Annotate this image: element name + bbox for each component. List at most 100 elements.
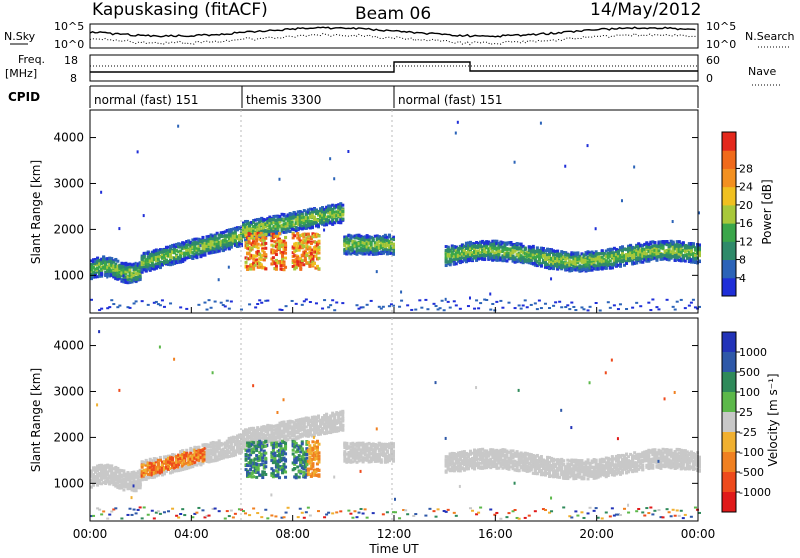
freq-tick-low: 8	[70, 72, 77, 85]
echo-cell	[475, 299, 478, 301]
echo-cell	[285, 305, 288, 307]
echo-cell	[479, 302, 482, 304]
echo-cell	[245, 261, 248, 264]
echo-cell	[308, 265, 311, 268]
nsky-tick-low: 10^0	[54, 38, 84, 51]
echo-cell	[455, 132, 457, 135]
echo-cell	[655, 259, 658, 262]
echo-cell	[298, 249, 301, 252]
echo-cell	[100, 273, 103, 276]
echo-cell	[530, 304, 533, 306]
echo-cell	[179, 306, 182, 308]
echo-cell	[248, 237, 251, 240]
nsearch-tick-high: 10^5	[706, 20, 736, 33]
echo-cell	[609, 307, 612, 309]
echo-cell	[255, 235, 258, 238]
echo-cell	[302, 236, 305, 239]
echo-cell	[135, 262, 137, 265]
echo-cell	[110, 464, 113, 467]
velocity-data-cells	[90, 330, 701, 520]
echo-cell	[333, 309, 336, 311]
echo-cell	[122, 488, 125, 491]
echo-cell	[309, 301, 312, 303]
echo-cell	[587, 144, 589, 147]
echo-cell	[295, 266, 298, 269]
echo-cell	[418, 299, 421, 301]
echo-cell	[550, 277, 552, 280]
echo-cell	[485, 299, 488, 301]
echo-cell	[284, 266, 287, 269]
colorbar-swatch	[722, 241, 736, 260]
echo-cell	[311, 258, 314, 261]
echo-cell	[317, 257, 320, 260]
echo-cell	[382, 306, 385, 308]
echo-cell	[651, 298, 654, 300]
echo-cell	[273, 240, 276, 243]
nave-tick-low: 0	[706, 72, 713, 85]
echo-cell	[625, 308, 628, 310]
echo-cell	[558, 301, 561, 303]
echo-cell	[453, 300, 456, 302]
echo-cell	[317, 234, 320, 237]
echo-cell	[534, 302, 537, 304]
echo-cell	[254, 242, 257, 245]
echo-cell	[317, 240, 320, 243]
freq-tick-high: 18	[64, 54, 78, 67]
echo-cell	[118, 389, 120, 392]
echo-cell	[639, 305, 642, 307]
echo-cell	[589, 306, 592, 308]
echo-cell	[619, 265, 622, 268]
echo-cell	[441, 300, 444, 302]
echo-cell	[524, 247, 527, 250]
echo-cell	[279, 264, 282, 267]
echo-cell	[264, 247, 267, 250]
echo-cell	[540, 307, 543, 309]
echo-cell	[310, 252, 313, 255]
echo-cell	[112, 303, 115, 305]
echo-cell	[631, 307, 634, 309]
colorbar-swatch	[722, 223, 736, 242]
echo-cell	[433, 303, 436, 305]
nsearch-label: N.Search	[745, 30, 795, 43]
echo-cell	[449, 307, 452, 309]
echo-cell	[548, 307, 551, 309]
echo-cell	[293, 234, 296, 237]
echo-cell	[314, 255, 317, 258]
echo-cell	[133, 509, 136, 511]
echo-cell	[284, 236, 287, 239]
echo-cell	[254, 264, 257, 267]
echo-cell	[228, 266, 230, 269]
echo-cell	[108, 514, 111, 516]
echo-cell	[106, 518, 109, 520]
echo-cell	[522, 304, 525, 306]
echo-cell	[284, 248, 287, 251]
nave-label: Nave	[748, 65, 776, 78]
echo-cell	[607, 301, 610, 303]
echo-cell	[254, 306, 257, 308]
echo-cell	[467, 305, 470, 307]
echo-cell	[302, 263, 305, 266]
echo-cell	[335, 301, 338, 303]
echo-cell	[355, 304, 358, 306]
colorbar-tick-label: 8	[739, 254, 746, 267]
echo-cell	[327, 306, 330, 308]
echo-cell	[657, 249, 660, 252]
echo-cell	[524, 299, 527, 301]
echo-cell	[647, 302, 650, 304]
echo-cell	[380, 308, 383, 310]
echo-cell	[272, 245, 275, 248]
echo-cell	[137, 509, 140, 511]
echo-cell	[366, 304, 369, 306]
echo-cell	[388, 305, 391, 307]
cpid-mode-label: normal (fast) 151	[94, 93, 198, 107]
echo-cell	[258, 253, 261, 256]
echo-cell	[362, 306, 365, 308]
echo-cell	[347, 150, 349, 153]
echo-cell	[495, 301, 498, 303]
colorbar-tick-label: 20	[739, 199, 753, 212]
echo-cell	[260, 302, 263, 304]
colorbar-swatch	[722, 150, 736, 169]
echo-cell	[540, 122, 542, 125]
